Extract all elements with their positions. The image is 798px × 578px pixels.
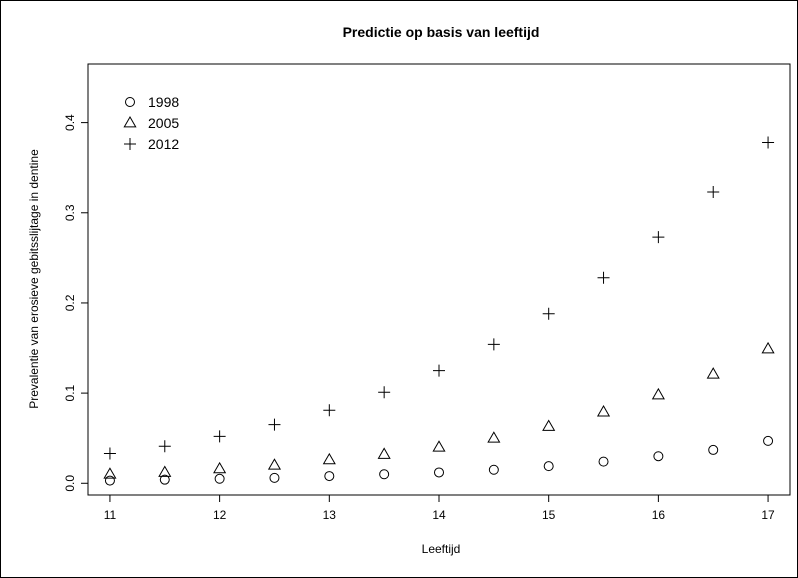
y-axis: 0.0 0.1 0.2 0.3 0.4 [63, 114, 89, 492]
point-2012-plus [323, 404, 336, 417]
plot-box [87, 63, 791, 496]
x-tick-label: 13 [323, 508, 337, 522]
y-tick-label: 0.2 [63, 294, 77, 311]
x-tick-label: 11 [104, 508, 117, 522]
point-1998-circle [269, 472, 280, 483]
series-2012 [103, 136, 775, 460]
x-tick-label: 14 [432, 508, 446, 522]
x-axis: 11 12 13 14 15 16 17 [104, 494, 775, 522]
point-1998-circle [598, 456, 609, 467]
series-1998 [104, 435, 774, 486]
point-1998-circle [653, 451, 664, 462]
point-2005-triangle [706, 367, 720, 379]
point-1998-circle [159, 474, 170, 485]
y-tick-label: 0.3 [63, 204, 77, 221]
point-1998-circle [488, 464, 499, 475]
point-2005-triangle [103, 467, 117, 479]
data-points [103, 136, 775, 486]
point-2005-triangle [651, 387, 665, 400]
point-2005-triangle [432, 440, 446, 452]
point-1998-circle [763, 435, 774, 446]
point-1998-circle [324, 471, 335, 482]
x-axis-label: Leeftijd [422, 542, 461, 556]
point-2012-plus [213, 430, 226, 443]
y-tick-label: 0.1 [63, 384, 77, 401]
point-1998-circle [214, 473, 225, 484]
chart-title: Predictie op basis van leeftijd [343, 24, 540, 40]
point-1998-circle [379, 469, 390, 480]
point-2005-triangle [158, 465, 172, 477]
point-2012-plus [268, 418, 281, 431]
point-2005-triangle [213, 461, 227, 474]
x-tick-label: 17 [761, 508, 775, 522]
point-2012-plus [487, 338, 500, 351]
point-2005-triangle [542, 419, 556, 431]
series-2005 [103, 341, 775, 479]
point-2012-plus [542, 307, 555, 320]
point-2005-triangle [267, 458, 282, 470]
point-2012-plus [597, 271, 610, 284]
point-2012-plus [762, 136, 775, 149]
point-1998-circle [104, 475, 115, 486]
point-2012-plus [433, 364, 445, 377]
point-1998-circle [434, 467, 444, 478]
x-tick-label: 15 [542, 508, 556, 522]
legend-label-2012: 2012 [148, 136, 179, 152]
point-2005-triangle [322, 452, 336, 465]
y-axis-label: Prevalentie van erosieve gebitsslijtage … [27, 149, 41, 409]
y-tick-label: 0.0 [63, 475, 77, 492]
point-1998-circle [543, 461, 554, 472]
point-2012-plus [378, 386, 391, 399]
y-tick-label: 0.4 [63, 114, 77, 131]
legend-marker-2012 [124, 138, 136, 150]
x-tick-label: 16 [652, 508, 666, 522]
point-1998-circle [708, 444, 719, 455]
point-2005-triangle [487, 431, 501, 443]
point-2005-triangle [377, 447, 391, 459]
point-2005-triangle [596, 405, 611, 417]
point-2012-plus [158, 440, 171, 453]
point-2012-plus [652, 231, 665, 244]
legend-marker-1998 [125, 97, 135, 107]
legend: 1998 2005 2012 [123, 94, 179, 152]
legend-label-2005: 2005 [148, 115, 179, 131]
point-2012-plus [103, 447, 116, 460]
legend-label-1998: 1998 [148, 94, 179, 110]
x-tick-label: 12 [213, 508, 227, 522]
point-2012-plus [707, 186, 720, 199]
point-2005-triangle [761, 341, 775, 354]
legend-marker-2005 [123, 115, 137, 128]
